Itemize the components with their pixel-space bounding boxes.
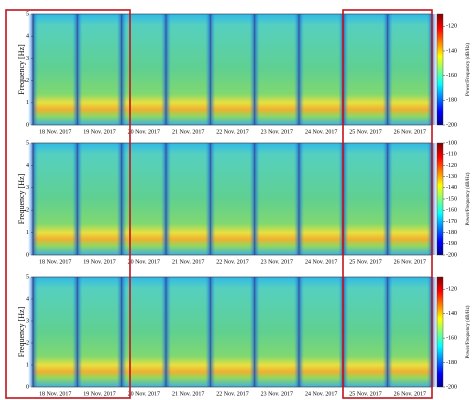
spectrogram-background bbox=[33, 277, 432, 387]
colorbar-tick-label: -180 bbox=[446, 98, 457, 104]
y-tick-label: 5 bbox=[26, 274, 29, 280]
colorbar-tick-label: -130 bbox=[446, 174, 457, 180]
x-tick-label: 20 Nov. 2017 bbox=[128, 259, 160, 265]
colorbar-tick-label: -180 bbox=[446, 360, 457, 366]
colorbar-label: Power/Frequency (dB/Hz) bbox=[466, 172, 471, 225]
x-tick-label: 19 Nov. 2017 bbox=[83, 259, 115, 265]
x-tick-label: 23 Nov. 2017 bbox=[261, 391, 293, 397]
colorbar-tick-label: -200 bbox=[446, 122, 457, 128]
colorbar-tick-label: -200 bbox=[446, 384, 457, 390]
highlight-box bbox=[342, 9, 433, 399]
y-axis-label: Frequency [Hz] bbox=[17, 306, 26, 357]
y-tick-label: 3 bbox=[26, 318, 29, 324]
colorbar-label: Power/Frequency (dB/Hz) bbox=[466, 43, 471, 96]
colorbar-tick-label: -160 bbox=[446, 335, 457, 341]
highlight-box bbox=[5, 9, 131, 399]
x-tick-label: 25 Nov. 2017 bbox=[349, 391, 381, 397]
y-tick-label: 5 bbox=[26, 140, 29, 146]
colorbar-tick-label: -180 bbox=[446, 230, 457, 236]
x-tick-label: 20 Nov. 2017 bbox=[128, 129, 160, 135]
colorbar bbox=[436, 142, 444, 256]
colorbar-tick-label: -170 bbox=[446, 219, 457, 225]
y-tick-label: 0 bbox=[26, 252, 29, 258]
y-tick-label: 2 bbox=[26, 78, 29, 84]
x-tick-label: 22 Nov. 2017 bbox=[216, 259, 248, 265]
y-tick-label: 4 bbox=[26, 163, 29, 169]
x-tick-label: 19 Nov. 2017 bbox=[83, 391, 115, 397]
colorbar-tick-label: -120 bbox=[446, 24, 457, 30]
colorbar-tick-label: -140 bbox=[446, 311, 457, 317]
colorbar bbox=[436, 276, 444, 388]
colorbar-tick-label: -150 bbox=[446, 196, 457, 202]
x-tick-label: 21 Nov. 2017 bbox=[172, 259, 204, 265]
y-tick-label: 1 bbox=[26, 230, 29, 236]
x-tick-label: 25 Nov. 2017 bbox=[349, 259, 381, 265]
spectrogram-background bbox=[33, 14, 432, 125]
x-tick-label: 22 Nov. 2017 bbox=[216, 129, 248, 135]
x-tick-label: 18 Nov. 2017 bbox=[39, 259, 71, 265]
x-tick-label: 21 Nov. 2017 bbox=[172, 129, 204, 135]
colorbar-tick-label: -140 bbox=[446, 48, 457, 54]
x-tick-label: 26 Nov. 2017 bbox=[394, 259, 426, 265]
x-tick-label: 23 Nov. 2017 bbox=[261, 259, 293, 265]
x-tick-label: 26 Nov. 2017 bbox=[394, 129, 426, 135]
y-tick-label: 2 bbox=[26, 340, 29, 346]
x-tick-label: 18 Nov. 2017 bbox=[39, 129, 71, 135]
colorbar-tick-label: -120 bbox=[446, 163, 457, 169]
x-tick-label: 24 Nov. 2017 bbox=[305, 259, 337, 265]
y-tick-label: 4 bbox=[26, 296, 29, 302]
spectrogram-background bbox=[33, 143, 432, 255]
colorbar-tick-label: -140 bbox=[446, 185, 457, 191]
y-tick-label: 0 bbox=[26, 384, 29, 390]
x-tick-label: 26 Nov. 2017 bbox=[394, 391, 426, 397]
y-tick-label: 2 bbox=[26, 208, 29, 214]
colorbar-tick-label: -200 bbox=[446, 252, 457, 258]
y-tick-label: 1 bbox=[26, 100, 29, 106]
x-tick-label: 23 Nov. 2017 bbox=[261, 129, 293, 135]
colorbar-tick-label: -160 bbox=[446, 73, 457, 79]
x-tick-label: 20 Nov. 2017 bbox=[128, 391, 160, 397]
x-tick-label: 24 Nov. 2017 bbox=[305, 391, 337, 397]
y-axis-label: Frequency [Hz] bbox=[17, 173, 26, 224]
y-tick-label: 4 bbox=[26, 34, 29, 40]
x-tick-label: 22 Nov. 2017 bbox=[216, 391, 248, 397]
y-tick-label: 3 bbox=[26, 56, 29, 62]
x-tick-label: 18 Nov. 2017 bbox=[39, 391, 71, 397]
y-axis-label: Frequency [Hz] bbox=[17, 44, 26, 95]
y-tick-label: 1 bbox=[26, 362, 29, 368]
colorbar-label: Power/Frequency (dB/Hz) bbox=[466, 305, 471, 358]
y-tick-label: 5 bbox=[26, 11, 29, 17]
colorbar-tick-label: -120 bbox=[446, 287, 457, 293]
x-tick-label: 21 Nov. 2017 bbox=[172, 391, 204, 397]
colorbar-tick-label: -110 bbox=[446, 152, 457, 158]
y-tick-label: 0 bbox=[26, 122, 29, 128]
y-tick-label: 3 bbox=[26, 185, 29, 191]
x-tick-label: 24 Nov. 2017 bbox=[305, 129, 337, 135]
colorbar-tick-label: -160 bbox=[446, 208, 457, 214]
colorbar-tick-label: -190 bbox=[446, 241, 457, 247]
colorbar-tick-label: -100 bbox=[446, 140, 457, 146]
x-tick-label: 19 Nov. 2017 bbox=[83, 129, 115, 135]
x-tick-label: 25 Nov. 2017 bbox=[349, 129, 381, 135]
colorbar bbox=[436, 13, 444, 126]
